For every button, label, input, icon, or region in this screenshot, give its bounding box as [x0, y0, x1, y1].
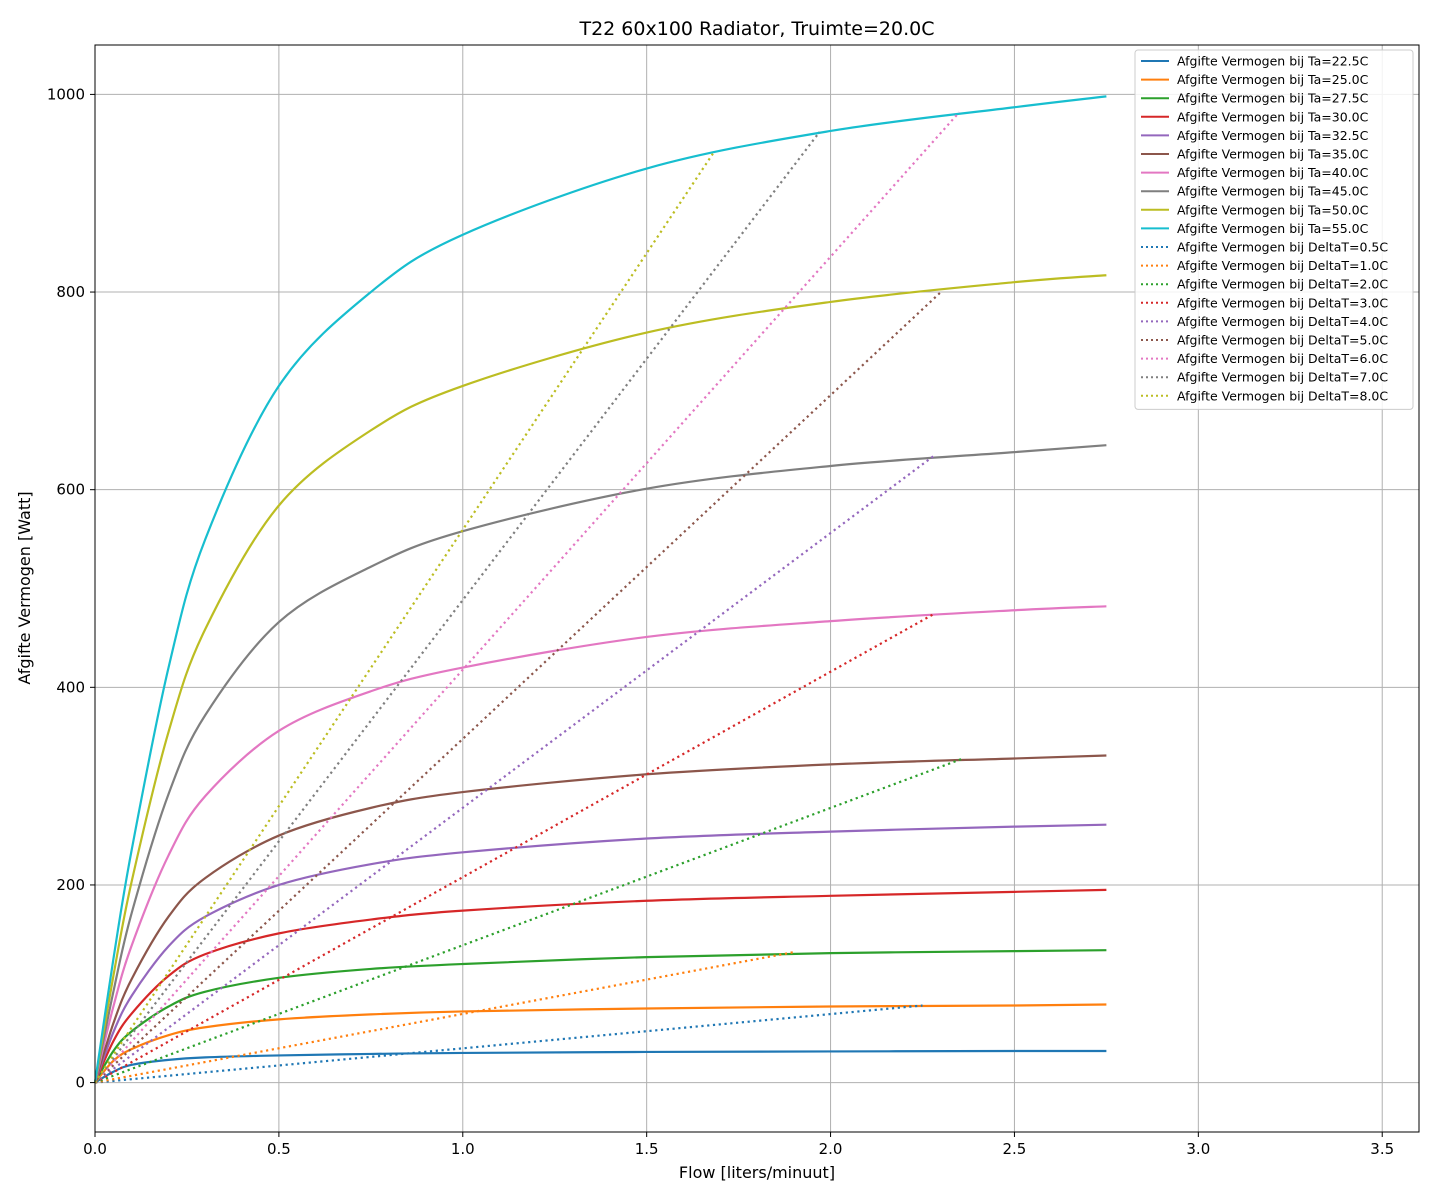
series-layer [93, 95, 1107, 1084]
y-axis-label: Afgifte Vermogen [Watt] [15, 491, 34, 684]
legend-label: Afgifte Vermogen bij Ta=25.0C [1177, 72, 1369, 87]
series-line-13 [94, 757, 964, 1084]
legend-label: Afgifte Vermogen bij DeltaT=3.0C [1177, 295, 1388, 310]
legend-label: Afgifte Vermogen bij DeltaT=2.0C [1177, 277, 1388, 292]
legend-label: Afgifte Vermogen bij Ta=30.0C [1177, 109, 1369, 124]
series-line-8 [93, 444, 1107, 1083]
x-axis-label: Flow [liters/minuut] [679, 1163, 835, 1182]
x-tick-label: 3.0 [1186, 1140, 1210, 1158]
y-tick-label: 400 [56, 678, 85, 696]
legend-label: Afgifte Vermogen bij DeltaT=6.0C [1177, 351, 1388, 366]
x-tick-label: 1.0 [451, 1140, 475, 1158]
series-line-15 [94, 455, 935, 1084]
series-line-2 [94, 1003, 1107, 1084]
x-tick-label: 3.5 [1370, 1140, 1394, 1158]
chart-title: T22 60x100 Radiator, Truimte=20.0C [578, 18, 934, 40]
series-line-16 [94, 291, 942, 1084]
ticks: 0.0 0.5 1.0 1.5 2.0 2.5 3.0 3.5 0 200 400 600 800 100… [47, 85, 1394, 1158]
x-tick-label: 2.0 [819, 1140, 843, 1158]
y-tick-label: 800 [56, 283, 85, 301]
legend-label: Afgifte Vermogen bij Ta=50.0C [1177, 202, 1369, 217]
y-tick-label: 0 [75, 1074, 85, 1092]
legend-label: Afgifte Vermogen bij DeltaT=8.0C [1177, 388, 1388, 403]
series-line-7 [93, 605, 1107, 1083]
x-tick-label: 2.5 [1003, 1140, 1027, 1158]
y-tick-label: 600 [56, 481, 85, 499]
series-line-12 [94, 951, 794, 1084]
legend-label: Afgifte Vermogen bij Ta=55.0C [1177, 221, 1369, 236]
series-line-18 [94, 131, 821, 1084]
legend-label: Afgifte Vermogen bij DeltaT=1.0C [1177, 258, 1388, 273]
x-tick-label: 1.5 [635, 1140, 659, 1158]
legend-label: Afgifte Vermogen bij Ta=40.0C [1177, 165, 1369, 180]
legend-label: Afgifte Vermogen bij DeltaT=0.5C [1177, 240, 1388, 255]
series-line-9 [93, 274, 1107, 1083]
series-line-17 [94, 111, 961, 1084]
series-line-1 [94, 1049, 1107, 1084]
legend-box [1134, 49, 1414, 410]
legend-label: Afgifte Vermogen bij Ta=45.0C [1177, 184, 1369, 199]
series-line-4 [93, 888, 1107, 1084]
x-tick-label: 0.0 [83, 1140, 107, 1158]
legend-label: Afgifte Vermogen bij DeltaT=7.0C [1177, 370, 1388, 385]
legend: Afgifte Vermogen bij Ta=22.5C Afgifte Ver… [1134, 49, 1414, 410]
plot-frame [94, 44, 1420, 1133]
legend-label: Afgifte Vermogen bij Ta=35.0C [1177, 147, 1369, 162]
series-line-5 [93, 823, 1107, 1083]
series-line-14 [94, 613, 935, 1084]
legend-label: Afgifte Vermogen bij Ta=27.5C [1177, 91, 1369, 106]
series-line-10 [93, 95, 1107, 1083]
series-line-19 [94, 153, 714, 1084]
series-line-11 [94, 1004, 923, 1084]
legend-label: Afgifte Vermogen bij Ta=32.5C [1177, 128, 1369, 143]
x-tick-label: 0.5 [267, 1140, 291, 1158]
legend-label: Afgifte Vermogen bij DeltaT=5.0C [1177, 333, 1388, 348]
series-line-3 [94, 949, 1107, 1084]
legend-label: Afgifte Vermogen bij Ta=22.5C [1177, 54, 1369, 69]
legend-label: Afgifte Vermogen bij DeltaT=4.0C [1177, 314, 1388, 329]
y-tick-label: 200 [56, 876, 85, 894]
series-line-6 [93, 754, 1107, 1083]
y-tick-label: 1000 [47, 85, 85, 103]
